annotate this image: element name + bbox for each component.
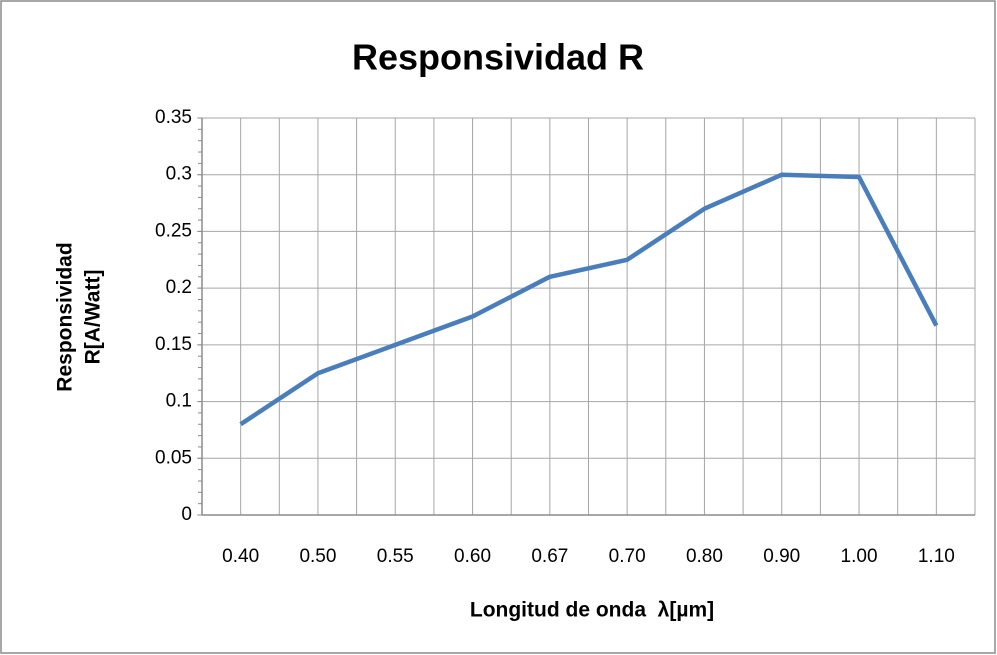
y-axis-title: Responsividad R[A/Watt] — [54, 242, 105, 391]
x-tick-label: 0.90 — [763, 546, 800, 567]
y-tick-label: 0.05 — [155, 447, 192, 468]
y-tick-label: 0 — [181, 504, 192, 525]
y-tick-label: 0.1 — [166, 391, 192, 412]
x-tick-label: 0.50 — [299, 546, 336, 567]
chart-title: Responsividad R — [352, 37, 644, 78]
x-axis-title: Longitud de onda λ[µm] — [470, 599, 714, 622]
y-tick-label: 0.3 — [166, 164, 192, 185]
y-tick-label: 0.15 — [155, 334, 192, 355]
x-tick-label: 0.55 — [377, 546, 414, 567]
x-tick-label: 1.10 — [918, 546, 955, 567]
y-axis-title-line: R[A/Watt] — [82, 270, 105, 365]
x-tick-label: 0.40 — [222, 546, 259, 567]
x-tick-label: 0.60 — [454, 546, 491, 567]
x-tick-label: 0.80 — [686, 546, 723, 567]
x-tick-label: 0.70 — [609, 546, 646, 567]
x-tick-label: 1.00 — [841, 546, 878, 567]
y-tick-label: 0.25 — [155, 220, 192, 241]
y-tick-label: 0.35 — [155, 107, 192, 128]
data-line — [239, 172, 939, 427]
y-axis-title-line: Responsividad — [54, 242, 77, 391]
y-tick-label: 0.2 — [166, 277, 192, 298]
x-tick-label: 0.67 — [531, 546, 568, 567]
